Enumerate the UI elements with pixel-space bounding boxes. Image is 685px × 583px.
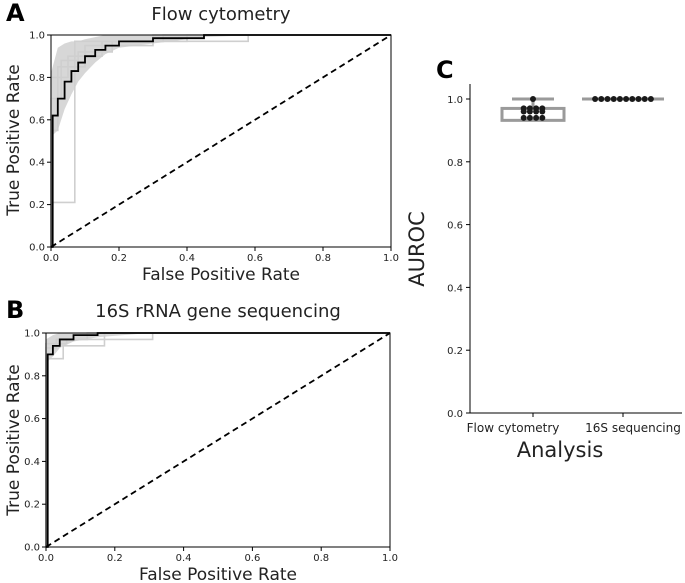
pc-data-point <box>629 96 636 102</box>
pc-data-point <box>526 108 533 115</box>
panel-c-xlabel: Analysis <box>517 438 604 462</box>
panel-b-xlabel: False Positive Rate <box>139 565 297 583</box>
ppanelB-ytick-label: 0.2 <box>24 500 40 511</box>
panel-b-ylabel: True Positive Rate <box>4 364 24 516</box>
ppanelA-ytick-label: 0.0 <box>29 243 45 254</box>
pc-data-point <box>604 96 611 102</box>
pc-data-point <box>530 96 536 102</box>
ppanelA-xtick-label: 0.4 <box>179 253 195 264</box>
ppanelB-mean-roc-line <box>46 332 390 548</box>
pc-data-point <box>616 96 623 102</box>
panel-b: B 16S rRNA gene sequencing False Positiv… <box>4 296 398 583</box>
panel-a-plot-area: 0.0 0.2 0.4 0.6 0.8 1.0 0.0 0.2 0.4 0.6 0.8 1.0 <box>29 31 399 265</box>
ppanelB-xtick-label: 0.0 <box>38 553 54 564</box>
pc-ytick-label: 0.0 <box>447 409 463 420</box>
pc-ytick-label: 1.0 <box>447 95 463 106</box>
ppanelA-ytick-label: 0.2 <box>29 200 45 211</box>
panel-a-title: Flow cytometry <box>151 4 290 25</box>
ppanelA-mean-roc-line <box>51 34 391 248</box>
pc-data-point <box>526 114 533 121</box>
pc-data-point <box>533 114 540 121</box>
pc-data-point <box>520 108 527 115</box>
panel-c-plot-area: 0.0 0.2 0.4 0.6 0.8 1.0 Flow cytometry 16S sequ… <box>447 84 682 435</box>
panel-c: C Analysis AUROC 0.0 0.2 0.4 0.6 0.8 1.0 Flow … <box>405 56 682 462</box>
ppanelA-axes-frame <box>50 34 392 248</box>
ppanelB-xtick-label: 0.8 <box>313 553 329 564</box>
pc-data-point <box>592 96 599 102</box>
pc-data-point <box>533 108 540 115</box>
ppanelA-xtick-label: 0.6 <box>247 253 263 264</box>
pc-data-point <box>539 108 546 115</box>
panel-a: A Flow cytometry False Positive Rate Tru… <box>4 0 399 285</box>
pc-ytick-label: 0.2 <box>447 346 463 357</box>
pc-data-point <box>635 96 642 102</box>
ppanelA-ytick-label: 0.6 <box>29 115 45 126</box>
pc-ytick-label: 0.6 <box>447 221 463 232</box>
ppanelB-ytick-label: 1.0 <box>24 329 40 340</box>
panel-b-letter: B <box>6 296 24 324</box>
ppanelB-chance-line <box>45 332 391 548</box>
ppanelB-ci-band <box>46 333 390 363</box>
ppanelA-xtick-label: 0.0 <box>43 253 59 264</box>
pc-box <box>500 106 566 122</box>
pc-data-point <box>598 96 605 102</box>
ppanelA-fold-curve <box>50 34 391 247</box>
ppanelA-xtick-label: 0.8 <box>315 253 331 264</box>
panel-c-letter: C <box>436 56 454 84</box>
panel-a-xlabel: False Positive Rate <box>142 265 300 285</box>
ppanelA-chance-line <box>50 34 392 248</box>
ppanelA-ytick-label: 0.8 <box>29 73 45 84</box>
pc-data-point <box>623 96 630 102</box>
panel-c-ylabel: AUROC <box>405 211 429 287</box>
pc-data-point <box>641 96 648 102</box>
ppanelA-ytick-label: 1.0 <box>29 31 45 42</box>
ppanelB-xtick-label: 0.6 <box>244 553 260 564</box>
ppanelB-ytick-label: 0.4 <box>24 457 40 468</box>
panel-a-ylabel: True Positive Rate <box>4 64 24 216</box>
ppanelB-ytick-label: 0.6 <box>24 414 40 425</box>
ppanelB-xtick-label: 0.2 <box>107 553 123 564</box>
pc-data-point <box>647 96 654 102</box>
pc-ytick-label: 0.4 <box>447 283 463 294</box>
pc-ytick-label: 0.8 <box>447 158 463 169</box>
ppanelB-axes-frame <box>45 332 391 548</box>
panel-b-title: 16S rRNA gene sequencing <box>95 301 341 322</box>
ppanelA-xtick-label: 1.0 <box>383 253 399 264</box>
panel-a-letter: A <box>6 0 25 27</box>
pc-category-label: Flow cytometry <box>467 421 560 435</box>
ppanelB-xtick-label: 1.0 <box>382 553 398 564</box>
ppanelA-ytick-label: 0.4 <box>29 158 45 169</box>
pc-data-point <box>610 96 617 102</box>
pc-data-point <box>539 114 546 121</box>
panel-b-plot-area: 0.0 0.2 0.4 0.6 0.8 1.0 0.0 0.2 0.4 0.6 0.8 1.0 <box>24 329 398 565</box>
ppanelB-ytick-label: 0.8 <box>24 371 40 382</box>
pc-data-point <box>520 114 527 121</box>
pc-category-label: 16S sequencing <box>585 421 681 435</box>
ppanelA-xtick-label: 0.2 <box>111 253 127 264</box>
ppanelB-xtick-label: 0.4 <box>176 553 192 564</box>
ppanelB-ytick-label: 0.0 <box>24 543 40 554</box>
